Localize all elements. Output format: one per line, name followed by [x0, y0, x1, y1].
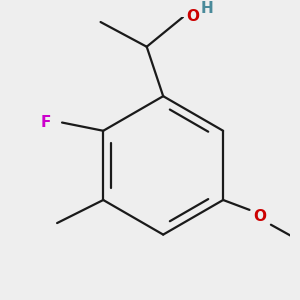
Text: O: O [186, 9, 199, 24]
Text: O: O [253, 209, 266, 224]
Text: F: F [40, 115, 50, 130]
Text: H: H [201, 1, 214, 16]
